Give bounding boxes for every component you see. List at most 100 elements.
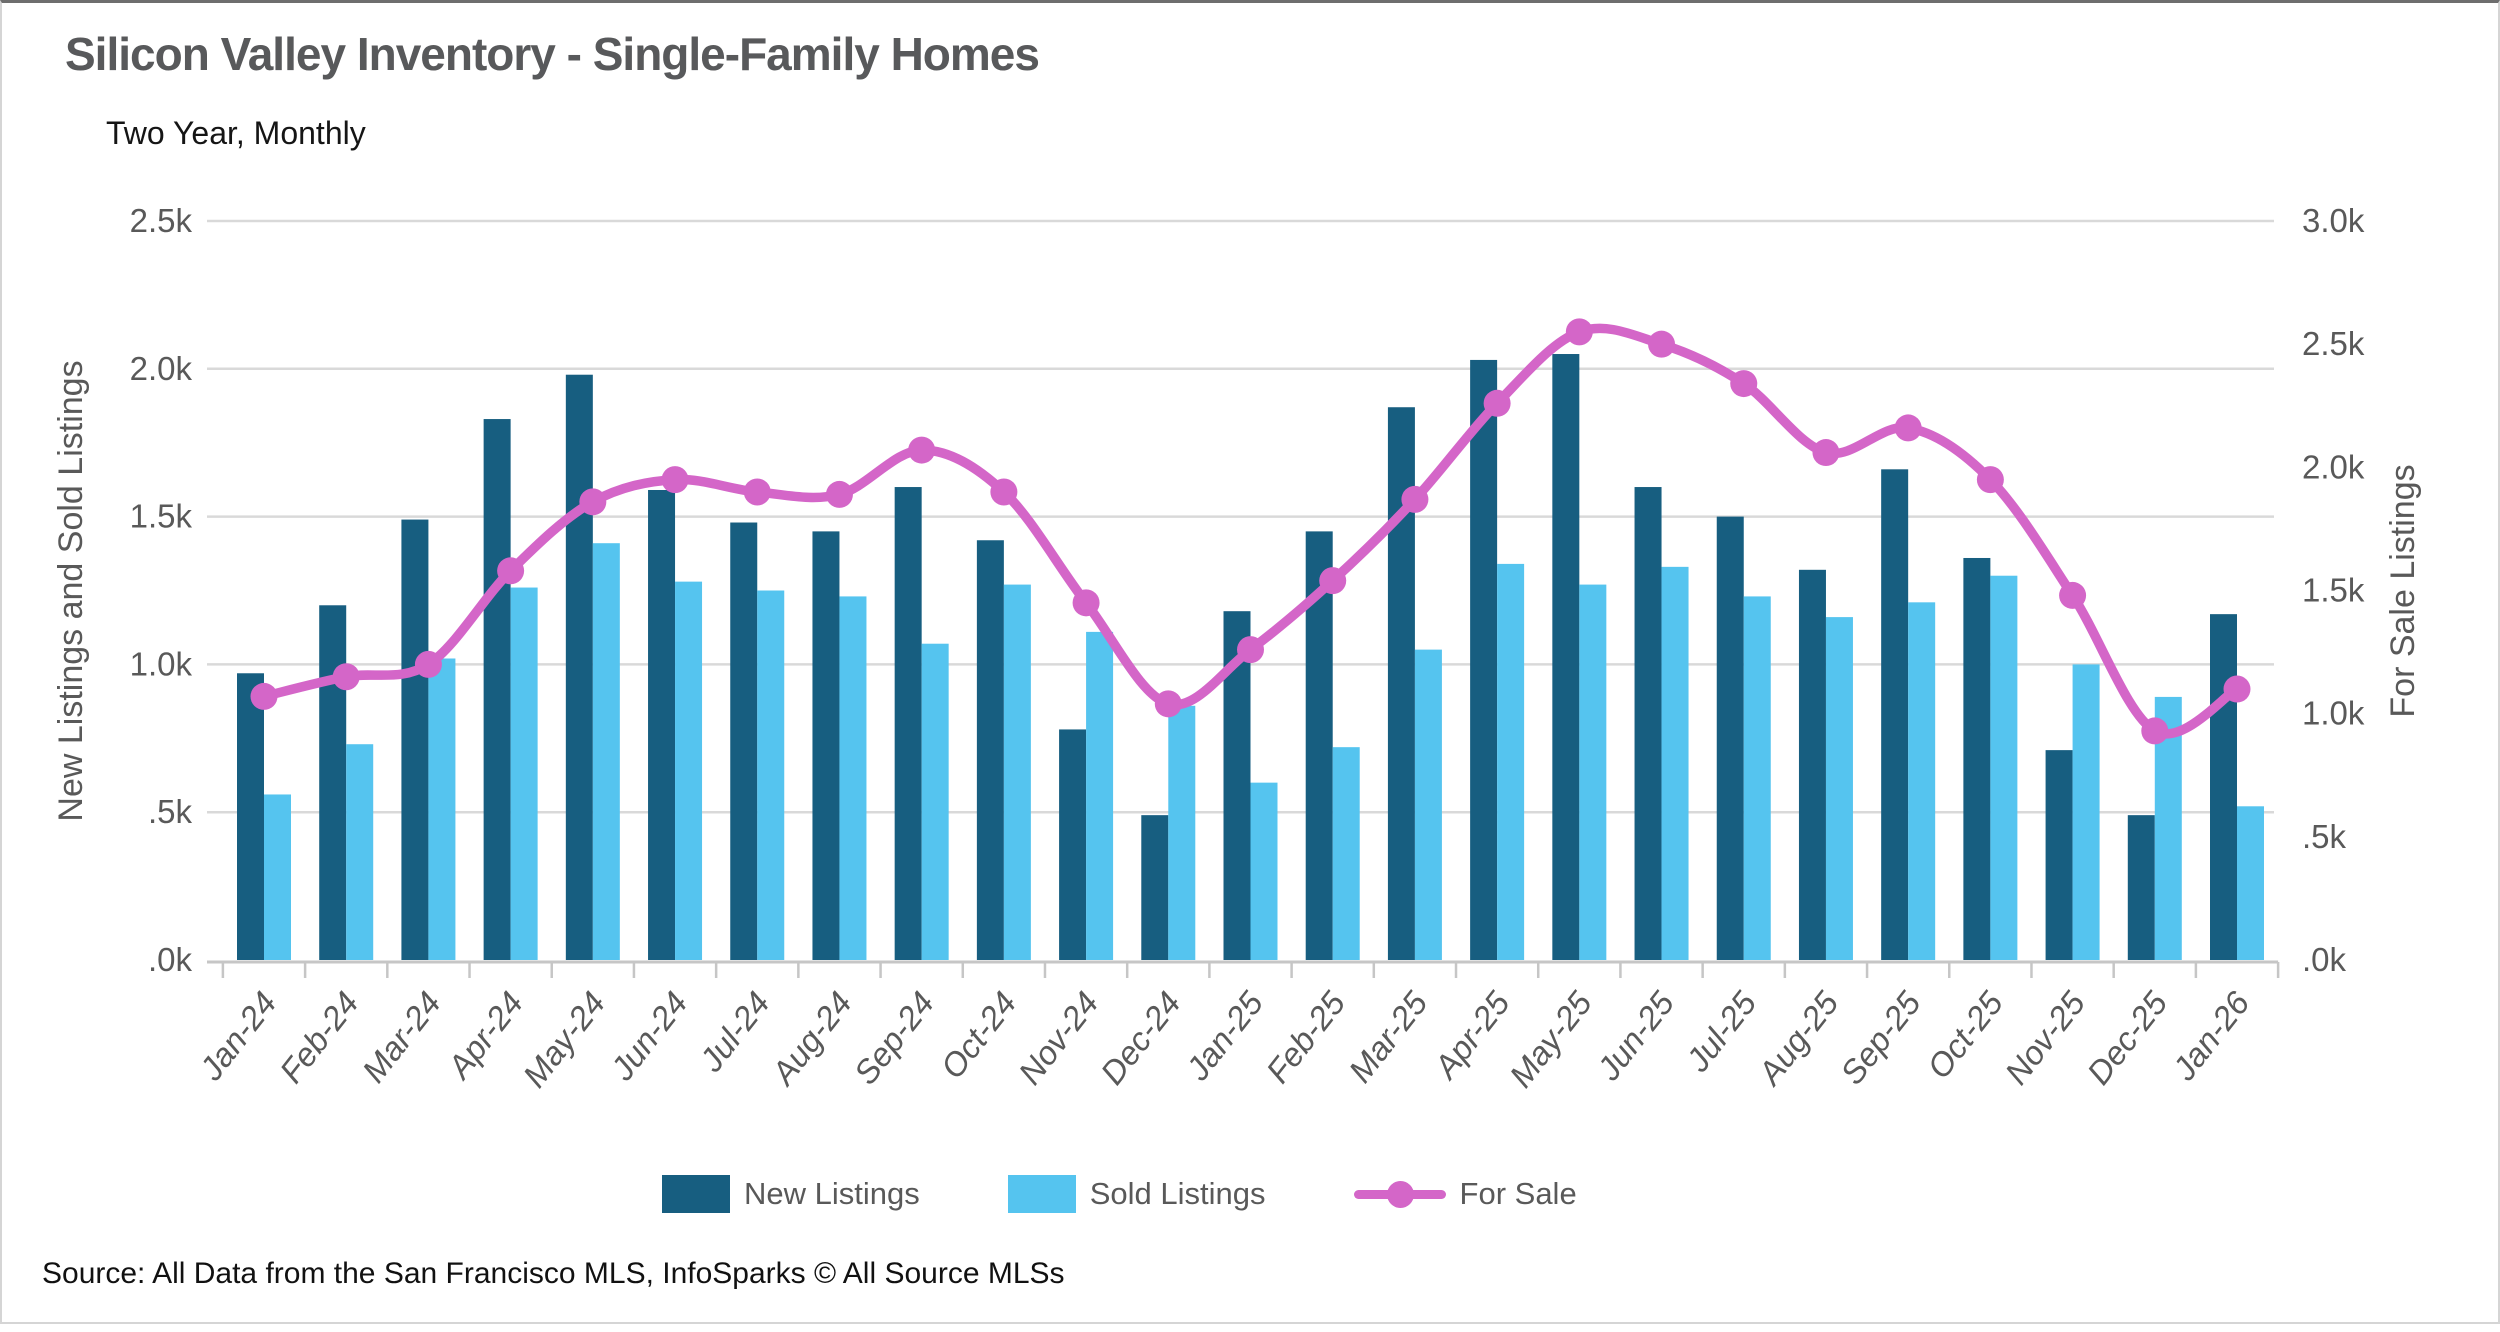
bar-sold-listings (2072, 664, 2100, 960)
bar-sold-listings (510, 587, 538, 960)
bar-new-listings (1470, 359, 1498, 960)
line-point-for-sale (661, 466, 689, 494)
line-point-for-sale (2141, 717, 2169, 745)
bar-new-listings (1716, 516, 1744, 960)
bar-sold-listings (1497, 563, 1525, 960)
bar-sold-listings (1743, 596, 1771, 960)
x-tick-label: Sep-25 (1833, 984, 1928, 1091)
bar-new-listings (2210, 614, 2237, 960)
x-tick-label: Dec-24 (1093, 985, 1188, 1092)
bar-sold-listings (1990, 575, 2018, 960)
source-note: Source: All Data from the San Francisco … (42, 1257, 1065, 1290)
bar-sold-listings (1661, 566, 1689, 960)
y-tick-label-right: 2.5k (2302, 325, 2365, 362)
line-point-for-sale (743, 478, 771, 506)
for-sale-line-swatch-icon (1353, 1175, 1446, 1213)
y-tick-label-left: .5k (148, 793, 193, 830)
x-tick-label: Jul-24 (692, 985, 777, 1079)
chart-plot-area: 2.5k 2.0k 1.5k 1.0k .5k .0k New Listings and S… (2, 3, 2500, 1327)
bar-sold-listings (1825, 617, 1853, 960)
x-tick-label: Sep-24 (847, 985, 942, 1092)
bar-new-listings (401, 519, 429, 960)
bar-sold-listings (1908, 602, 1936, 960)
bar-new-listings (976, 540, 1004, 960)
bar-new-listings (1634, 487, 1662, 960)
x-tick-label: Aug-25 (1750, 984, 1846, 1093)
line-point-for-sale (1565, 318, 1593, 346)
x-tick-label: May-25 (1502, 984, 1599, 1094)
bar-new-listings (1552, 354, 1580, 960)
y-tick-label-right: 3.0k (2302, 202, 2365, 239)
line-point-for-sale (1976, 466, 2004, 494)
bar-new-listings (2045, 750, 2073, 960)
bar-sold-listings (757, 590, 785, 960)
bar-new-listings (319, 605, 347, 960)
chart-legend: New Listings Sold Listings For Sale (662, 1175, 1577, 1213)
line-point-for-sale (1319, 567, 1347, 595)
bar-sold-listings (675, 581, 703, 960)
line-point-for-sale (908, 436, 936, 464)
line-point-for-sale (1894, 414, 1922, 442)
bar-new-listings (648, 489, 676, 960)
y-tick-label-left: 1.0k (130, 645, 193, 682)
y-tick-label-left: 1.5k (130, 498, 193, 535)
legend-item-new-listings: New Listings (662, 1175, 920, 1213)
line-point-for-sale (825, 480, 853, 508)
line-point-for-sale (2223, 675, 2251, 703)
left-axis-title: New Listings and Sold Listings (52, 360, 90, 821)
y-tick-label-right: 1.0k (2302, 695, 2365, 732)
bar-new-listings (1881, 469, 1909, 960)
line-point-for-sale (1154, 690, 1182, 718)
line-point-for-sale (1483, 389, 1511, 417)
chart-subtitle: Two Year, Monthly (106, 115, 366, 151)
y-tick-label-right: 2.0k (2302, 448, 2365, 485)
x-tick-label: Nov-24 (1011, 985, 1106, 1092)
x-tick-label: May-24 (515, 985, 612, 1094)
x-tick-label: Feb-25 (1259, 984, 1353, 1090)
line-point-for-sale (579, 488, 607, 516)
right-axis-title: For Sale Listings (2384, 464, 2422, 717)
bar-new-listings (812, 531, 840, 960)
bar-new-listings (1141, 815, 1169, 960)
x-tick-label: Oct-25 (1920, 984, 2011, 1085)
bar-sold-listings (839, 596, 867, 960)
bar-sold-listings (921, 643, 949, 960)
legend-label-new-listings: New Listings (744, 1176, 920, 1211)
x-tick-label: Oct-24 (933, 985, 1023, 1086)
line-point-for-sale (414, 650, 442, 678)
new-listings-swatch-icon (662, 1175, 730, 1213)
line-point-for-sale (250, 682, 278, 710)
legend-label-for-sale: For Sale (1459, 1176, 1577, 1211)
x-tick-label: Jan-25 (1178, 984, 1270, 1088)
x-tick-label: Mar-25 (1341, 984, 1435, 1089)
line-point-for-sale (2059, 581, 2087, 609)
x-tick-label: Jan-26 (2165, 984, 2257, 1088)
bar-new-listings (2127, 815, 2155, 960)
y-tick-label-right: .0k (2302, 941, 2347, 978)
line-point-for-sale (1730, 370, 1758, 398)
x-tick-label: Jun-24 (603, 985, 695, 1088)
x-tick-label: Jun-25 (1589, 984, 1681, 1088)
x-tick-label: Mar-24 (355, 985, 448, 1090)
bar-sold-listings (1414, 649, 1442, 960)
y-tick-label-left: 2.0k (130, 350, 193, 387)
chart-title: Silicon Valley Inventory - Single-Family… (65, 28, 1040, 80)
y-tick-label-left: .0k (148, 941, 193, 978)
bar-new-listings (565, 374, 593, 960)
line-point-for-sale (1812, 439, 1840, 467)
legend-label-sold-listings: Sold Listings (1089, 1176, 1266, 1211)
bar-sold-listings (592, 543, 620, 960)
line-point-for-sale (1401, 485, 1429, 513)
x-tick-label: Dec-25 (2080, 984, 2175, 1091)
y-tick-label-right: .5k (2302, 818, 2347, 855)
bar-sold-listings (1086, 631, 1114, 960)
bar-sold-listings (346, 744, 374, 960)
bar-sold-listings (1332, 747, 1360, 960)
y-tick-label-left: 2.5k (130, 202, 193, 239)
y-tick-label-right: 1.5k (2302, 572, 2365, 609)
line-point-for-sale (1237, 636, 1264, 664)
line-point-for-sale (1648, 330, 1676, 358)
legend-item-for-sale: For Sale (1353, 1175, 1577, 1213)
line-point-for-sale (332, 663, 360, 691)
